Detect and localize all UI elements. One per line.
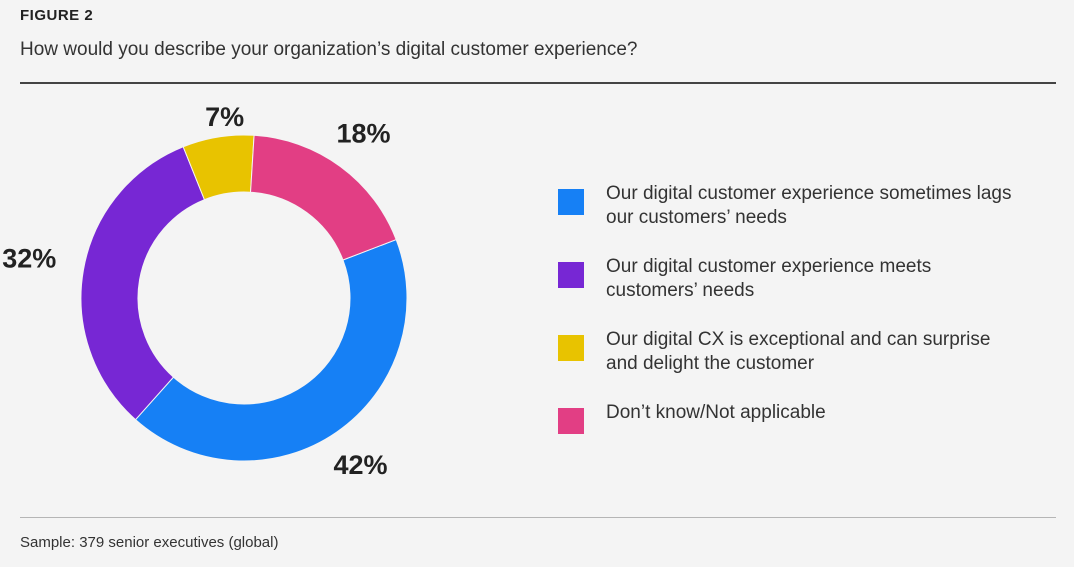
legend-label-dont-know: Don’t know/Not applicable xyxy=(606,402,826,423)
legend-label-lags: Our digital customer experience sometime… xyxy=(606,183,1012,228)
donut-slice-meets xyxy=(80,146,206,421)
bottom-divider xyxy=(20,517,1056,518)
top-divider xyxy=(20,82,1056,84)
sample-note: Sample: 379 senior executives (global) xyxy=(20,534,279,551)
legend-label-exceptional: Our digital CX is exceptional and can su… xyxy=(606,329,991,374)
legend-swatch-exceptional xyxy=(558,335,584,361)
chart-question-title: How would you describe your organization… xyxy=(20,39,638,60)
value-label-dont-know: 18% xyxy=(336,118,390,148)
legend-swatch-dont-know xyxy=(558,408,584,434)
value-label-lags: 42% xyxy=(333,450,387,480)
value-label-meets: 32% xyxy=(2,244,56,274)
figure-label: FIGURE 2 xyxy=(20,7,94,24)
donut-value-labels: 42% 32% 7% 18% xyxy=(2,102,390,480)
legend-swatch-meets xyxy=(558,262,584,288)
donut-chart: 42% 32% 7% 18% xyxy=(2,102,408,480)
donut-slice-dont-know xyxy=(250,134,397,261)
legend-label-meets: Our digital customer experience meets cu… xyxy=(606,256,932,301)
donut-slice-lags xyxy=(134,238,408,462)
donut-slices xyxy=(80,134,408,462)
legend-swatch-lags xyxy=(558,189,584,215)
value-label-exceptional: 7% xyxy=(205,102,244,132)
